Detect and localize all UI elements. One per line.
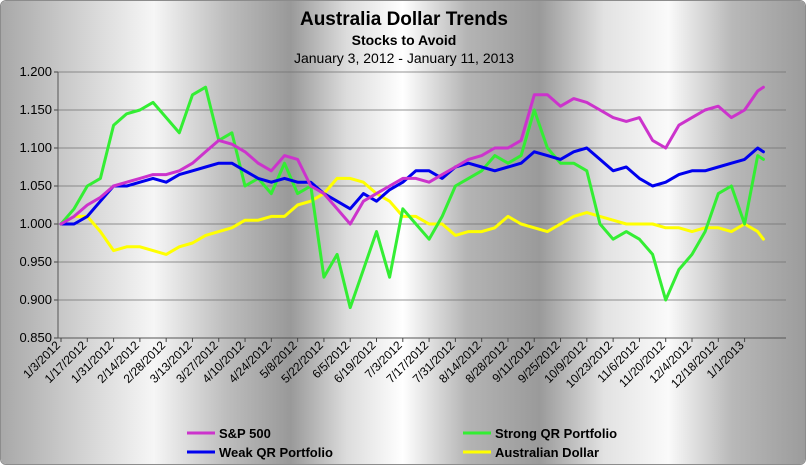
legend-label-weak-qr: Weak QR Portfolio [219,445,333,460]
legend-label-australian-dollar: Australian Dollar [495,445,599,460]
y-tick-label: 1.050 [19,178,52,193]
y-tick-label: 1.150 [19,102,52,117]
y-tick-label: 1.000 [19,216,52,231]
series-line-australian-dollar [59,176,765,256]
series-line-s-p-500 [59,85,765,226]
series-line-strong-qr-portfolio [59,85,765,310]
y-tick-label: 0.950 [19,254,52,269]
y-tick-label: 0.900 [19,292,52,307]
y-tick-label: 1.100 [19,140,52,155]
legend-item-australian-dollar: Australian Dollar [463,445,599,460]
legend-item-sp500: S&P 500 [187,426,271,441]
chart-date-range: January 3, 2012 - January 11, 2013 [294,50,514,66]
legend-label-strong-qr: Strong QR Portfolio [495,426,617,441]
chart-subtitle: Stocks to Avoid [352,32,457,48]
legend-label-sp500: S&P 500 [219,426,271,441]
legend-item-weak-qr: Weak QR Portfolio [187,445,333,460]
y-tick-labels: 0.850 0.900 0.950 1.000 1.050 1.100 1.150 1.200 [19,64,52,345]
chart-title: Australia Dollar Trends [300,9,508,30]
legend: S&P 500 Strong QR Portfolio Weak QR Port… [187,426,617,460]
series-lines [59,85,765,310]
series-line-weak-qr-portfolio [59,146,765,226]
y-tick-label: 0.850 [19,330,52,345]
axes [54,71,786,342]
y-tick-label: 1.200 [19,64,52,79]
grid-lines [58,71,786,339]
legend-item-strong-qr: Strong QR Portfolio [463,426,617,441]
